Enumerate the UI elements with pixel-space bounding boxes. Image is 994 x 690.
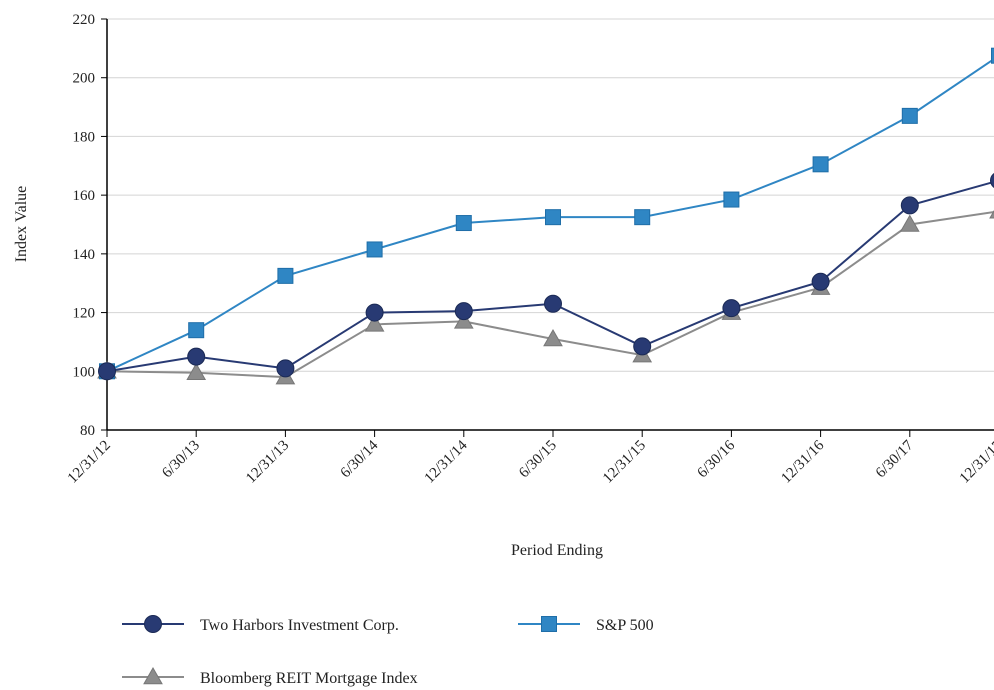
data-point [366,241,383,258]
y-tick-label: 200 [73,71,96,87]
legend-label: Bloomberg REIT Mortgage Index [200,670,418,687]
data-point [634,209,651,226]
grid-lines [107,18,994,372]
x-tick-label: 6/30/16 [694,437,738,481]
data-point [276,359,295,378]
data-point [545,209,561,226]
data-point [364,314,385,332]
data-point [633,337,652,356]
x-tick-label: 12/31/13 [243,438,292,487]
data-point [187,347,206,366]
x-tick-label: 12/31/14 [422,437,471,486]
data-point [455,215,472,232]
legend-label: S&P 500 [596,617,654,634]
x-tick-label: 6/30/13 [159,438,203,482]
legend-marker [144,615,162,633]
data-point [188,322,205,339]
legend-item: S&P 500 [518,616,654,634]
legend: Two Harbors Investment Corp. S&P 500 Bloom… [122,615,654,687]
y-tick-labels: 80 100 120 140 160 180 200 220 [73,12,96,439]
data-point [991,47,994,64]
data-point [543,328,563,347]
data-point [812,156,829,173]
data-point [186,362,207,381]
data-point [811,272,830,291]
x-axis-title: Period Ending [511,542,603,559]
data-point [901,107,918,124]
data-point [989,210,994,219]
x-tick-label: 12/31/17 [957,437,994,486]
y-tick-label: 120 [73,306,96,322]
series-line [106,211,994,379]
series-1 [99,47,994,380]
y-tick-label: 100 [73,364,96,380]
legend-label: Two Harbors Investment Corp. [200,617,399,634]
x-tick-label: 12/31/15 [600,438,649,487]
data-point [990,172,994,188]
x-tick-label: 6/30/17 [873,437,917,481]
series-0 [98,172,994,381]
x-tick-label: 12/31/16 [778,437,827,486]
x-tick-labels: 12/31/12 6/30/13 12/31/13 6/30/14 12/31/14 6/… [65,437,994,486]
data-point [544,294,562,313]
legend-item: Bloomberg REIT Mortgage Index [122,666,418,687]
series-group [97,47,994,385]
y-tick-label: 140 [73,247,96,263]
legend-marker [143,666,163,685]
legend-marker [541,616,557,632]
data-point [900,196,919,215]
data-point [454,302,473,321]
y-tick-label: 160 [73,188,96,204]
data-point [723,191,740,208]
series-2 [97,210,994,385]
data-point [277,267,294,284]
y-axis-title: Index Value [13,186,30,263]
y-tick-label: 220 [73,12,96,28]
legend-item: Two Harbors Investment Corp. [122,615,399,634]
data-point [899,214,920,232]
x-tick-label: 6/30/14 [338,437,382,481]
x-tick-label: 6/30/15 [516,438,560,482]
data-point [98,362,116,381]
y-tick-label: 80 [80,423,95,439]
data-point [722,299,741,318]
data-point [453,311,474,329]
data-point [365,303,384,322]
x-tick-label: 12/31/12 [65,438,114,487]
y-tick-label: 180 [73,129,96,145]
